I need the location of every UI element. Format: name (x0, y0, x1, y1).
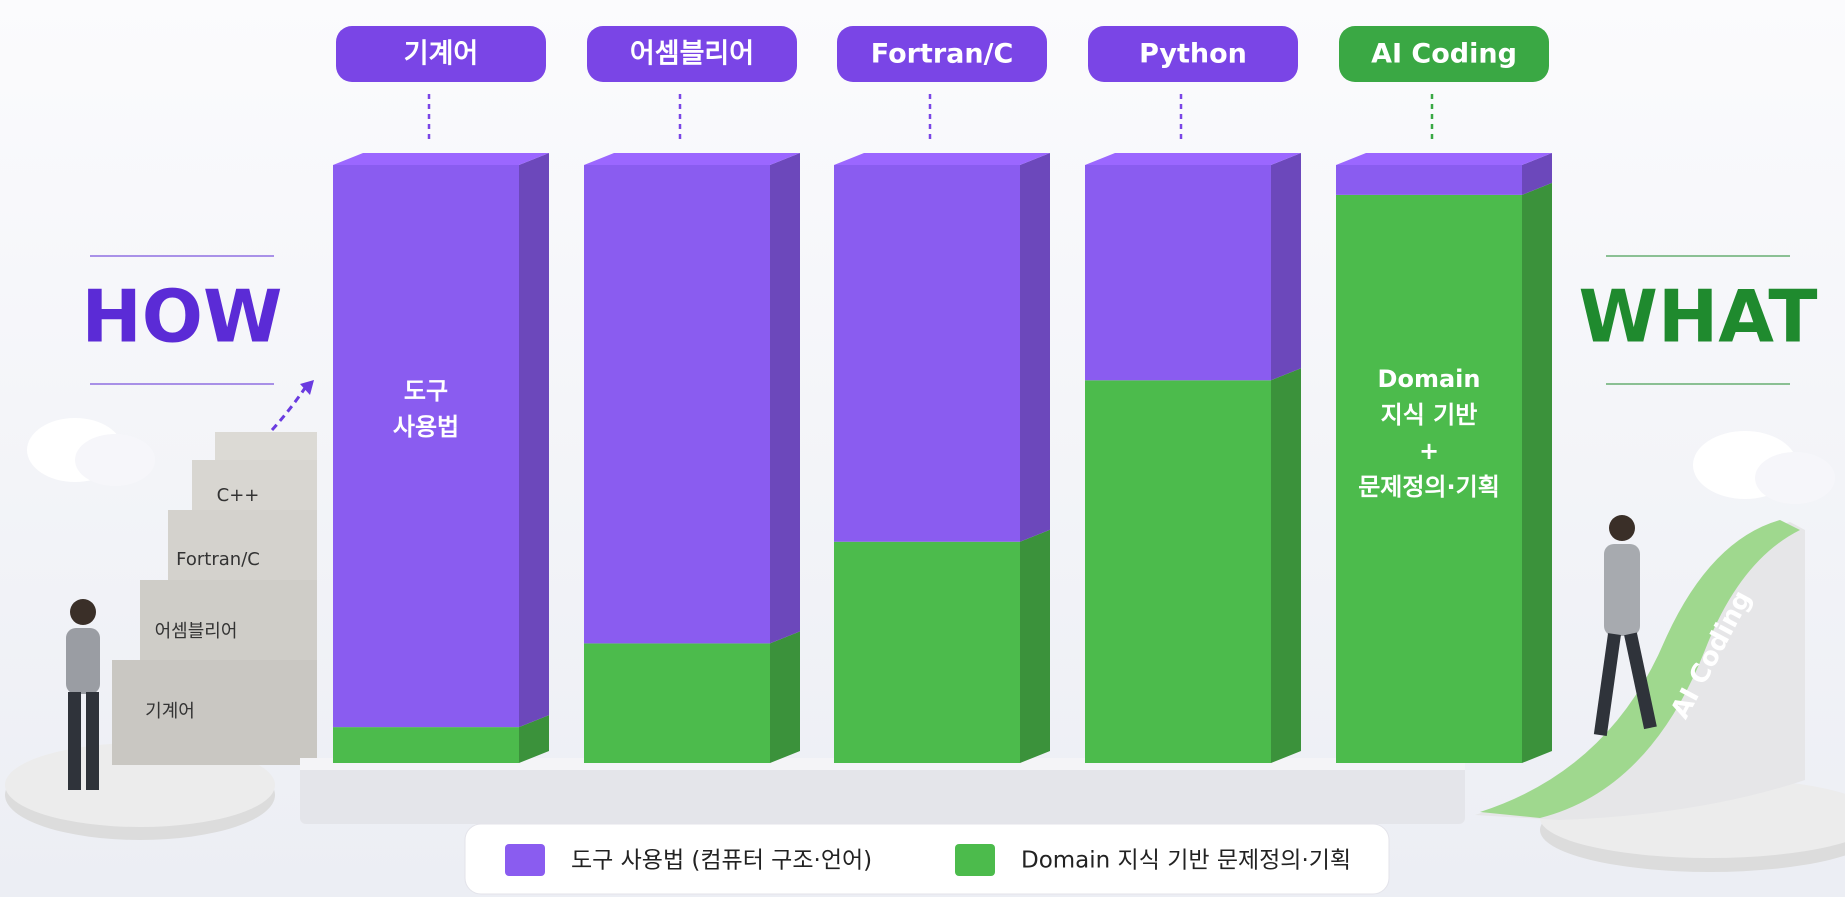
category-pill (837, 26, 1047, 82)
bar (1085, 380, 1271, 763)
category-label: AI Coding (1371, 39, 1517, 70)
cloud (75, 434, 155, 486)
person-head (70, 599, 96, 625)
bar-side (519, 715, 549, 763)
person-leg (1624, 632, 1657, 730)
ramp-surface (1480, 520, 1800, 818)
bar-note: 지식 기반 (1381, 401, 1478, 429)
bar (584, 643, 770, 763)
bar-top (584, 153, 800, 165)
platform (300, 765, 1465, 824)
bar-side (1020, 153, 1050, 542)
stair-label: C++ (217, 485, 260, 506)
bar (584, 165, 770, 644)
bar-note: + (1419, 437, 1439, 465)
side-label: HOW (82, 275, 283, 359)
bar (834, 541, 1020, 763)
stair (192, 460, 317, 510)
bar-side (770, 631, 800, 763)
person-body (66, 628, 100, 694)
bar (333, 727, 519, 763)
stair (168, 510, 317, 580)
bar-top (834, 153, 1050, 165)
bar-top (1085, 153, 1301, 165)
arrow-head (300, 380, 314, 395)
bar-side (1271, 368, 1301, 763)
stair-label: 기계어 (145, 701, 195, 722)
legend-box (464, 823, 1390, 895)
legend-swatch (955, 844, 995, 876)
category-pill (1339, 26, 1549, 82)
bar (1336, 194, 1522, 763)
bar-side (770, 153, 800, 644)
legend-swatch (505, 844, 545, 876)
stair-label: Fortran/C (176, 549, 260, 570)
bar-note: Domain (1378, 365, 1481, 393)
category-pill (1088, 26, 1298, 82)
bar-side (1522, 153, 1552, 195)
bar (834, 165, 1020, 542)
person-head (1609, 515, 1635, 541)
arrow (270, 387, 307, 432)
stair (215, 432, 317, 460)
bar-side (1020, 529, 1050, 763)
bar-note: 문제정의·기획 (1358, 473, 1500, 501)
bar-top (1336, 153, 1552, 165)
bar (1085, 165, 1271, 381)
category-label: Fortran/C (871, 39, 1014, 70)
bar (1336, 165, 1522, 195)
person-body (1604, 544, 1640, 636)
bar-side (1522, 182, 1552, 763)
stair (112, 660, 317, 765)
stair-label: 어셈블리어 (155, 621, 238, 642)
category-pill (587, 26, 797, 82)
bar-top (333, 153, 549, 165)
person-leg (68, 692, 81, 790)
legend-label: 도구 사용법 (컴퓨터 구조·언어) (571, 848, 872, 874)
stair (140, 580, 317, 660)
bar-note: 사용법 (393, 413, 459, 441)
bar-side (519, 153, 549, 728)
legend-label: Domain 지식 기반 문제정의·기획 (1021, 848, 1351, 874)
bar (333, 165, 519, 728)
category-label: 어셈블리어 (630, 39, 754, 70)
person-leg (86, 692, 99, 790)
category-label: 기계어 (404, 39, 479, 70)
bar-note: 도구 (404, 377, 448, 405)
side-label: WHAT (1579, 275, 1818, 359)
bar-side (1271, 153, 1301, 381)
category-pill (336, 26, 546, 82)
person-leg (1593, 633, 1621, 736)
category-label: Python (1139, 39, 1247, 70)
cloud (1755, 452, 1835, 504)
